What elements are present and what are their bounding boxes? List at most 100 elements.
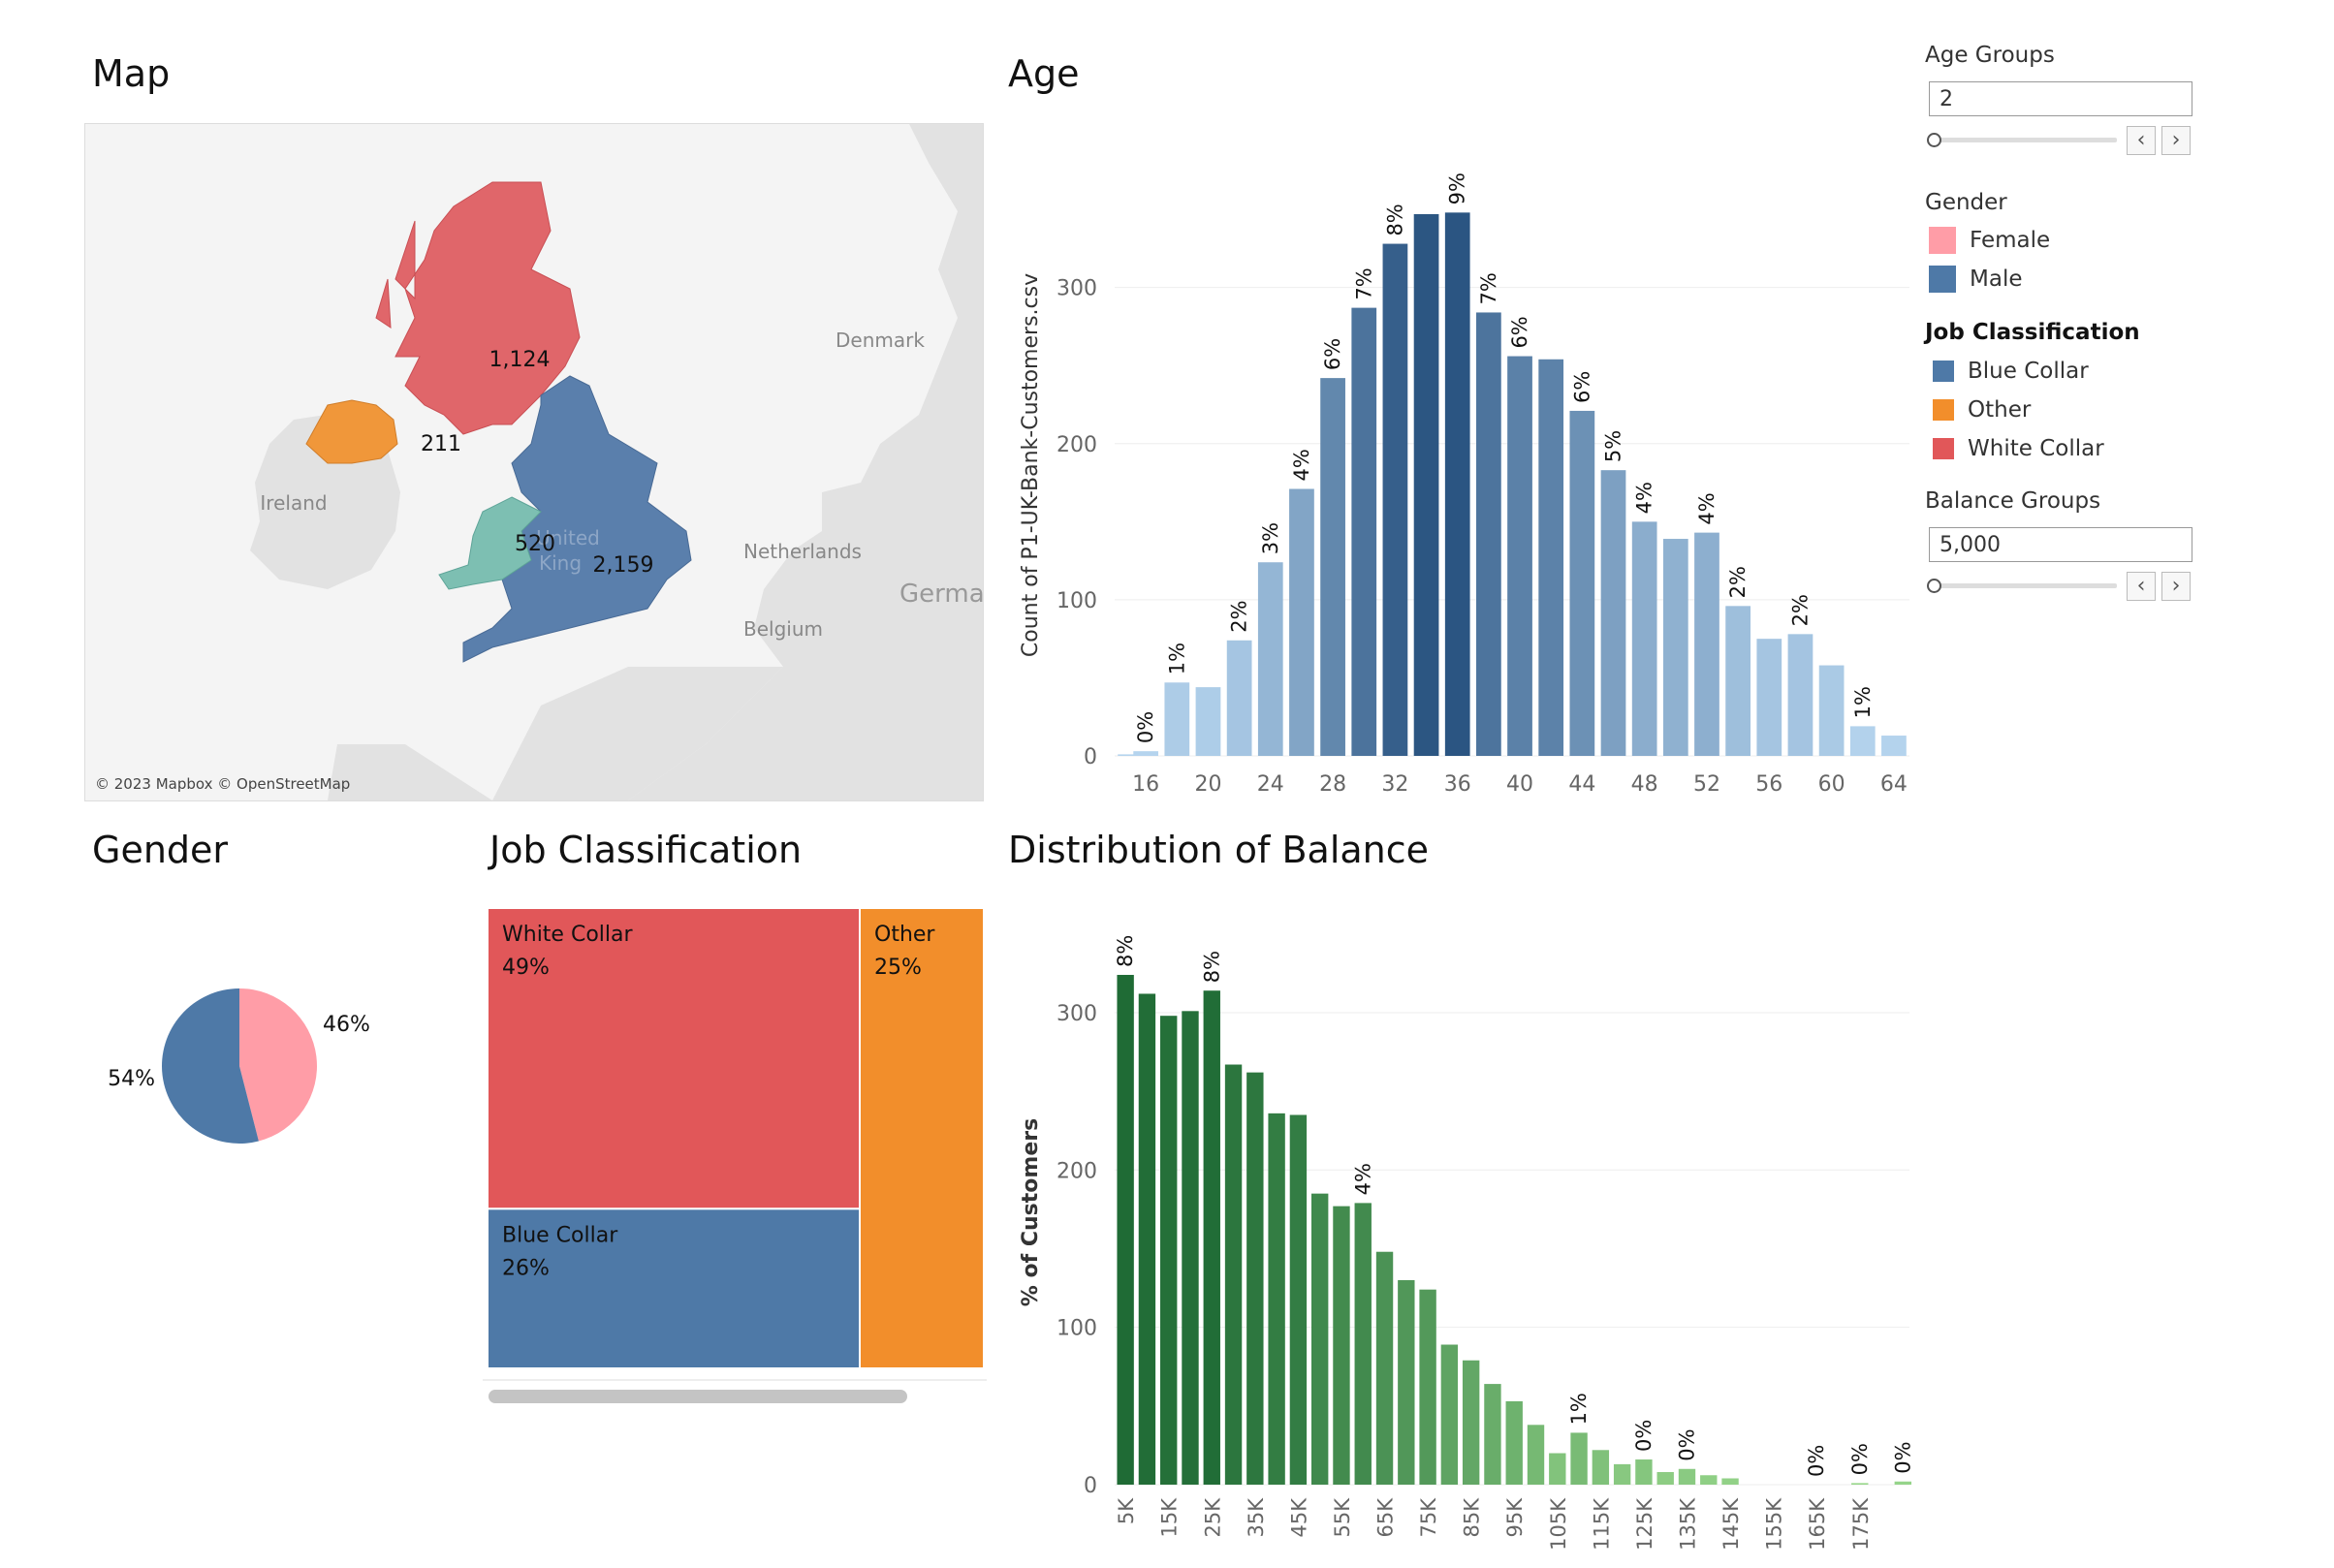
balance-bar [1484,1384,1501,1485]
balance-x-tick: 135K [1676,1497,1699,1551]
pie-slice-female [239,988,317,1142]
balance-x-tick: 15K [1158,1497,1182,1538]
age-y-tick: 0 [1084,745,1097,769]
balance-bar [1138,993,1156,1485]
map-england [462,375,692,663]
age-groups-prev-button[interactable]: ‹ [2127,126,2156,155]
legend-other[interactable]: Other [1933,397,2031,423]
legend-blue-collar[interactable]: Blue Collar [1933,359,2089,384]
balance-groups-slider-knob[interactable] [1927,579,1941,593]
treemap-white-collar [487,907,861,1210]
balance-bar [1246,1072,1264,1485]
blue-collar-swatch [1933,361,1954,382]
age-bar-label: 9% [1446,172,1469,204]
age-bar [1382,243,1408,757]
gender-legend-title: Gender [1925,190,2007,215]
age-bar-label: 6% [1508,316,1531,348]
balance-x-tick: 115K [1590,1497,1613,1551]
age-chart[interactable]: 0 100 200 300 Count of P1-UK-Bank-Customers.… [1008,116,1929,795]
age-bar [1444,212,1470,756]
label-ireland: Ireland [260,491,327,515]
balance-bar-label: 0% [1891,1441,1914,1473]
pie-label-male: 54% [108,1067,155,1091]
balance-x-tick: 175K [1849,1497,1873,1551]
value-wales: 520 [515,532,555,556]
legend-male[interactable]: Male [1929,266,2022,293]
balance-groups-input[interactable]: 5,000 [1929,527,2192,562]
treemap-blue-collar-pct: 26% [502,1256,550,1280]
age-bar [1881,736,1907,756]
map-scotland [375,181,581,435]
gender-title: Gender [92,829,229,871]
age-bar [1476,312,1501,756]
age-bar-label: 6% [1570,371,1593,403]
age-x-tick: 36 [1444,772,1471,795]
balance-bar [1527,1425,1545,1485]
age-bar-label: 1% [1851,686,1875,718]
age-y-tick: 300 [1057,277,1097,301]
label-germany: Germa [899,580,984,609]
map-continent [628,124,983,800]
legend-other-label: Other [1968,397,2032,423]
age-bar-label: 2% [1726,566,1750,598]
treemap-white-collar-pct: 49% [502,956,550,980]
uk-map[interactable]: Denmark Ireland Netherlands Belgium Germ… [84,123,984,801]
legend-female[interactable]: Female [1929,227,2050,254]
balance-bar-label: 8% [1114,935,1137,967]
age-x-tick: 24 [1257,772,1284,795]
balance-bar [1117,974,1134,1485]
balance-groups-slider-track[interactable] [1933,583,2117,588]
gender-pie-chart[interactable]: 46% 54% [87,911,436,1202]
balance-x-tick: 75K [1417,1497,1440,1538]
balance-chart[interactable]: 0 100 200 300 % of Customers 8% 8% 4% 1% 0% 0% 0% 0%… [1008,892,1929,1560]
age-bar [1662,539,1688,756]
age-bar [1694,532,1719,756]
legend-white-collar[interactable]: White Collar [1933,436,2104,461]
age-bar-label: 2% [1228,600,1251,632]
balance-bar [1549,1453,1566,1485]
treemap-blue-collar-name: Blue Collar [502,1223,618,1247]
age-bar [1226,640,1252,756]
value-england: 2,159 [593,553,654,578]
balance-x-tick: 145K [1719,1497,1743,1551]
balance-bar [1333,1206,1350,1485]
balance-groups-label: Balance Groups [1925,488,2101,514]
age-x-tick: 16 [1132,772,1159,795]
age-groups-label: Age Groups [1925,43,2055,68]
treemap-other-pct: 25% [874,956,922,980]
balance-bar [1310,1193,1329,1485]
age-x-tick: 44 [1568,772,1595,795]
age-bar [1320,378,1345,756]
age-bar-label: 2% [1788,594,1812,626]
age-bar [1818,665,1845,756]
balance-groups-prev-button[interactable]: ‹ [2127,572,2156,601]
legend-white-collar-label: White Collar [1968,436,2104,461]
map-title: Map [92,52,171,95]
age-bar [1569,410,1595,756]
balance-x-tick: 25K [1201,1497,1224,1538]
age-groups-next-button[interactable]: › [2161,126,2191,155]
balance-bar [1678,1468,1696,1485]
treemap-white-collar-name: White Collar [502,923,633,947]
map-france [492,667,783,800]
balance-bar [1570,1432,1588,1485]
age-groups-input[interactable]: 2 [1929,81,2192,116]
legend-blue-collar-label: Blue Collar [1968,359,2089,384]
balance-bar-label: 0% [1805,1445,1828,1477]
treemap-blue-collar [487,1207,861,1370]
age-bar [1351,307,1377,756]
age-y-axis-label: Count of P1-UK-Bank-Customers.csv [1019,273,1043,657]
age-bar-label: 6% [1321,338,1344,370]
balance-bar [1419,1289,1436,1485]
age-groups-slider-track[interactable] [1933,138,2117,142]
balance-groups-next-button[interactable]: › [2161,572,2191,601]
balance-bar-label: 8% [1200,951,1223,983]
label-uk-line2: King [539,551,582,575]
balance-bar [1182,1011,1199,1485]
job-treemap[interactable]: White Collar 49% Blue Collar 26% Other 25% [483,903,989,1407]
age-x-tick: 56 [1755,772,1782,795]
age-groups-slider-knob[interactable] [1927,133,1941,147]
balance-bar [1160,1016,1178,1485]
balance-x-tick: 95K [1503,1497,1527,1538]
balance-bar [1505,1400,1523,1485]
